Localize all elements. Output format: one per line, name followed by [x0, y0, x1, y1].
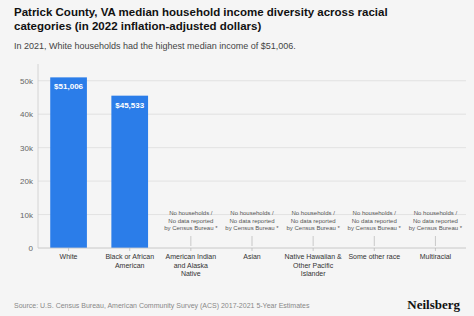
background	[0, 0, 474, 316]
branding: Neilsberg	[407, 297, 460, 312]
y-axis-line	[38, 64, 39, 248]
text-line: Asian	[243, 253, 261, 260]
x-tick-label: Black or African American	[105, 253, 154, 269]
text-line: and Alaska	[174, 262, 208, 269]
text-line: No data reported	[168, 218, 213, 224]
x-tick-label: White	[60, 253, 78, 260]
x-tick	[129, 248, 130, 251]
text-line: Multiracial	[420, 253, 452, 260]
y-tick-label: 10k	[20, 211, 34, 220]
annotation: No households / No data reportedby Census…	[164, 210, 218, 231]
text-line: No households /	[230, 210, 274, 216]
text-line: by Census Bureau *	[225, 225, 279, 231]
text-line: Native Hawaiian &	[285, 253, 343, 260]
text-line: No households /	[291, 210, 335, 216]
text-line: No data reported	[229, 218, 274, 224]
text-line: No data reported	[413, 218, 458, 224]
bar	[50, 77, 87, 248]
annotation-leader	[252, 236, 253, 246]
text-line: No data reported	[352, 218, 397, 224]
x-tick-label: Some other race	[348, 253, 400, 260]
annotation: No households / No data reportedby Census…	[409, 210, 463, 231]
text-line: American	[115, 262, 145, 269]
grid-line	[38, 80, 466, 81]
text-line: In 2021, White households had the highes…	[14, 41, 296, 51]
bars	[50, 77, 148, 248]
x-tick	[252, 248, 253, 251]
text-line: No data reported	[291, 218, 336, 224]
y-tick-label: 0	[29, 244, 34, 253]
annotation: No households / No data reportedby Census…	[225, 210, 279, 231]
x-tick	[190, 248, 191, 251]
chart: Patrick County, VA median household inco…	[0, 0, 474, 316]
annotation: No households / No data reportedby Census…	[348, 210, 402, 231]
text-line: by Census Bureau *	[348, 225, 402, 231]
data-label: $45,533	[115, 101, 144, 110]
x-tick	[374, 248, 375, 251]
y-tick-label: 30k	[20, 144, 34, 153]
y-tick-label: 50k	[20, 77, 34, 86]
text-line: No households /	[169, 210, 213, 216]
grid-line	[38, 181, 466, 182]
x-tick-label: Multiracial	[420, 253, 452, 260]
data-label: $51,006	[54, 82, 83, 91]
y-tick-label: 20k	[20, 177, 34, 186]
x-tick-label: Native Hawaiian & Other PacificIslander	[285, 253, 343, 277]
text-line: categories (in 2022 inflation-adjusted d…	[14, 20, 261, 32]
text-line: Black or African	[105, 253, 154, 260]
text-line: Patrick County, VA median household inco…	[14, 6, 388, 18]
subtitle: In 2021, White households had the highes…	[14, 41, 296, 51]
text-line: Native	[181, 270, 201, 277]
annotation-leader	[374, 236, 375, 246]
annotation-leader	[435, 236, 436, 246]
text-line: Other Pacific	[293, 262, 334, 269]
x-tick	[68, 248, 69, 251]
text-line: No households /	[353, 210, 397, 216]
y-tick-label: 40k	[20, 110, 34, 119]
grid-line	[38, 114, 466, 115]
x-tick	[313, 248, 314, 251]
text-line: White	[60, 253, 78, 260]
annotation-leader	[190, 236, 191, 246]
text-line: Islander	[301, 270, 327, 277]
text-line: American Indian	[166, 253, 217, 260]
x-tick	[435, 248, 436, 251]
annotation: No households / No data reportedby Census…	[286, 210, 340, 231]
text-line: by Census Bureau *	[164, 225, 218, 231]
x-tick-label: Asian	[243, 253, 261, 260]
text-line: Some other race	[348, 253, 400, 260]
text-line: by Census Bureau *	[409, 225, 463, 231]
text-line: by Census Bureau *	[286, 225, 340, 231]
grid-line	[38, 147, 466, 148]
annotation-leader	[313, 236, 314, 246]
source: Source: U.S. Census Bureau, American Com…	[14, 302, 310, 310]
title: Patrick County, VA median household inco…	[14, 6, 388, 32]
bar	[111, 96, 148, 248]
text-line: No households /	[414, 210, 458, 216]
x-tick-label: American Indian and AlaskaNative	[166, 253, 217, 277]
